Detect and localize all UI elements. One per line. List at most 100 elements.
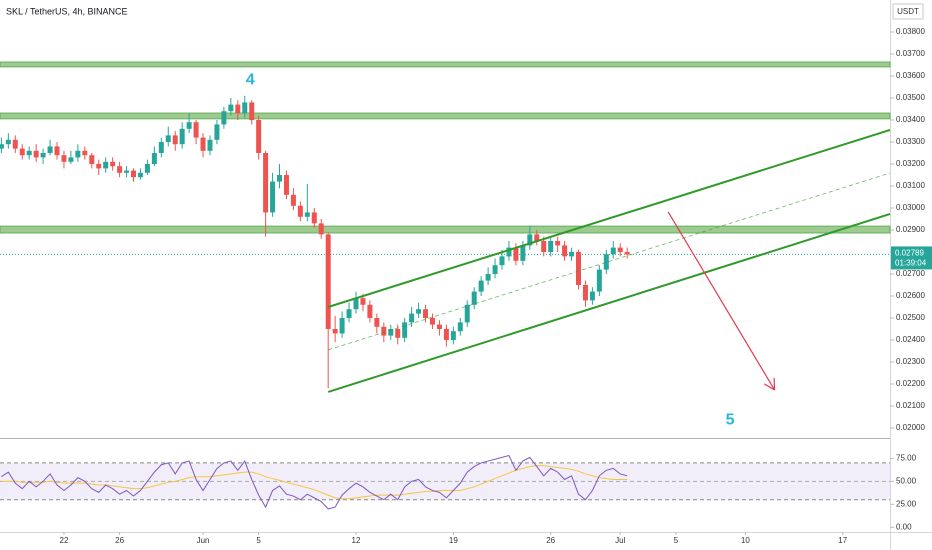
candle-body xyxy=(485,273,491,281)
candle-body xyxy=(513,247,519,261)
candle-body xyxy=(256,120,262,154)
candle-body xyxy=(311,212,317,224)
candle-body xyxy=(416,309,422,314)
candle-body xyxy=(603,254,609,270)
candle-body xyxy=(402,322,408,338)
candle-body xyxy=(589,291,595,301)
candle-body xyxy=(249,102,255,121)
arrow xyxy=(667,211,776,391)
candle-body xyxy=(541,240,547,252)
y-tick-label: 0.03200 xyxy=(896,159,925,168)
x-tick-label: Jun xyxy=(197,536,210,545)
y-tick-label: 0.02400 xyxy=(896,335,925,344)
candle-body xyxy=(332,328,338,334)
candle-body xyxy=(610,247,616,255)
x-tick-label: Jul xyxy=(615,536,625,545)
candle-body xyxy=(137,172,143,178)
candle-body xyxy=(388,328,394,336)
candle-body xyxy=(179,128,185,145)
trendline xyxy=(327,128,891,308)
y-tick-label: 0.02900 xyxy=(896,225,925,234)
candle-body xyxy=(228,104,234,112)
countdown: 01:39:04 xyxy=(895,259,927,268)
candle-body xyxy=(68,157,74,162)
candle-body xyxy=(339,317,345,334)
x-tick-label: 5 xyxy=(256,536,261,545)
candle-body xyxy=(283,175,289,195)
y-tick-label: 0.02000 xyxy=(896,423,925,432)
candle-body xyxy=(346,309,352,318)
y-tick-label: 75.00 xyxy=(896,453,917,462)
last-price-box xyxy=(891,246,932,270)
y-tick-label: 50.00 xyxy=(896,476,917,485)
candle-body xyxy=(110,161,116,167)
candle-body xyxy=(19,148,25,156)
candle-body xyxy=(54,146,60,156)
last-price-label: 0.02789 xyxy=(895,249,924,258)
axis-unit: USDT xyxy=(897,7,919,16)
candle-body xyxy=(263,153,269,213)
candle-body xyxy=(33,150,39,158)
y-tick-label: 0.02500 xyxy=(896,313,925,322)
y-tick-label: 0.03300 xyxy=(896,137,925,146)
candle-body xyxy=(131,170,136,178)
candle-body xyxy=(367,304,373,318)
candle-body xyxy=(534,234,540,241)
candle-body xyxy=(89,155,95,165)
candle-body xyxy=(96,164,102,169)
candle-body xyxy=(75,150,81,158)
candle-body xyxy=(200,137,206,151)
arrow-head xyxy=(763,383,775,391)
trendline xyxy=(327,212,891,393)
candle-body xyxy=(443,328,449,340)
zone xyxy=(0,61,891,68)
candle-body xyxy=(562,245,568,257)
candle-body xyxy=(214,124,220,140)
zone xyxy=(0,112,891,120)
candle-body xyxy=(381,326,387,336)
candle-body xyxy=(12,139,18,149)
candle-body xyxy=(395,328,401,338)
wave-label: 4 xyxy=(246,72,255,89)
candle-body xyxy=(492,265,498,274)
x-tick-label: 10 xyxy=(741,536,750,545)
y-tick-label: 0.02300 xyxy=(896,357,925,366)
candle-body xyxy=(165,135,171,143)
y-tick-label: 0.03400 xyxy=(896,115,925,124)
candle-body xyxy=(471,291,477,305)
candle-body xyxy=(555,240,561,246)
candle-body xyxy=(82,150,88,156)
candle-body xyxy=(290,194,296,206)
candle-body xyxy=(297,205,303,217)
candle-body xyxy=(47,146,53,154)
candle-body xyxy=(464,304,470,323)
candle-body xyxy=(207,139,213,151)
candle-body xyxy=(103,161,109,169)
y-tick-label: 0.02600 xyxy=(896,291,925,300)
candle-body xyxy=(624,251,630,255)
candle-body xyxy=(117,166,123,173)
x-tick-label: 26 xyxy=(115,536,124,545)
candle-body xyxy=(0,144,4,149)
candle-body xyxy=(617,247,623,252)
y-tick-label: 25.00 xyxy=(896,499,917,508)
candle-body xyxy=(353,298,359,310)
candle-body xyxy=(193,122,199,138)
y-tick-label: 0.00 xyxy=(896,522,912,531)
candle-body xyxy=(423,309,429,318)
y-tick-label: 0.02700 xyxy=(896,269,925,278)
candle-body xyxy=(596,269,602,292)
candle-body xyxy=(221,111,227,125)
y-tick-label: 0.02200 xyxy=(896,379,925,388)
x-tick-label: 22 xyxy=(60,536,69,545)
y-tick-label: 0.03100 xyxy=(896,181,925,190)
candle-body xyxy=(360,298,366,305)
candle-body xyxy=(576,251,581,285)
candle-body xyxy=(186,122,192,129)
candle-body xyxy=(277,175,283,182)
candle-body xyxy=(124,170,130,173)
candle-body xyxy=(499,256,505,266)
candle-body xyxy=(457,322,463,332)
